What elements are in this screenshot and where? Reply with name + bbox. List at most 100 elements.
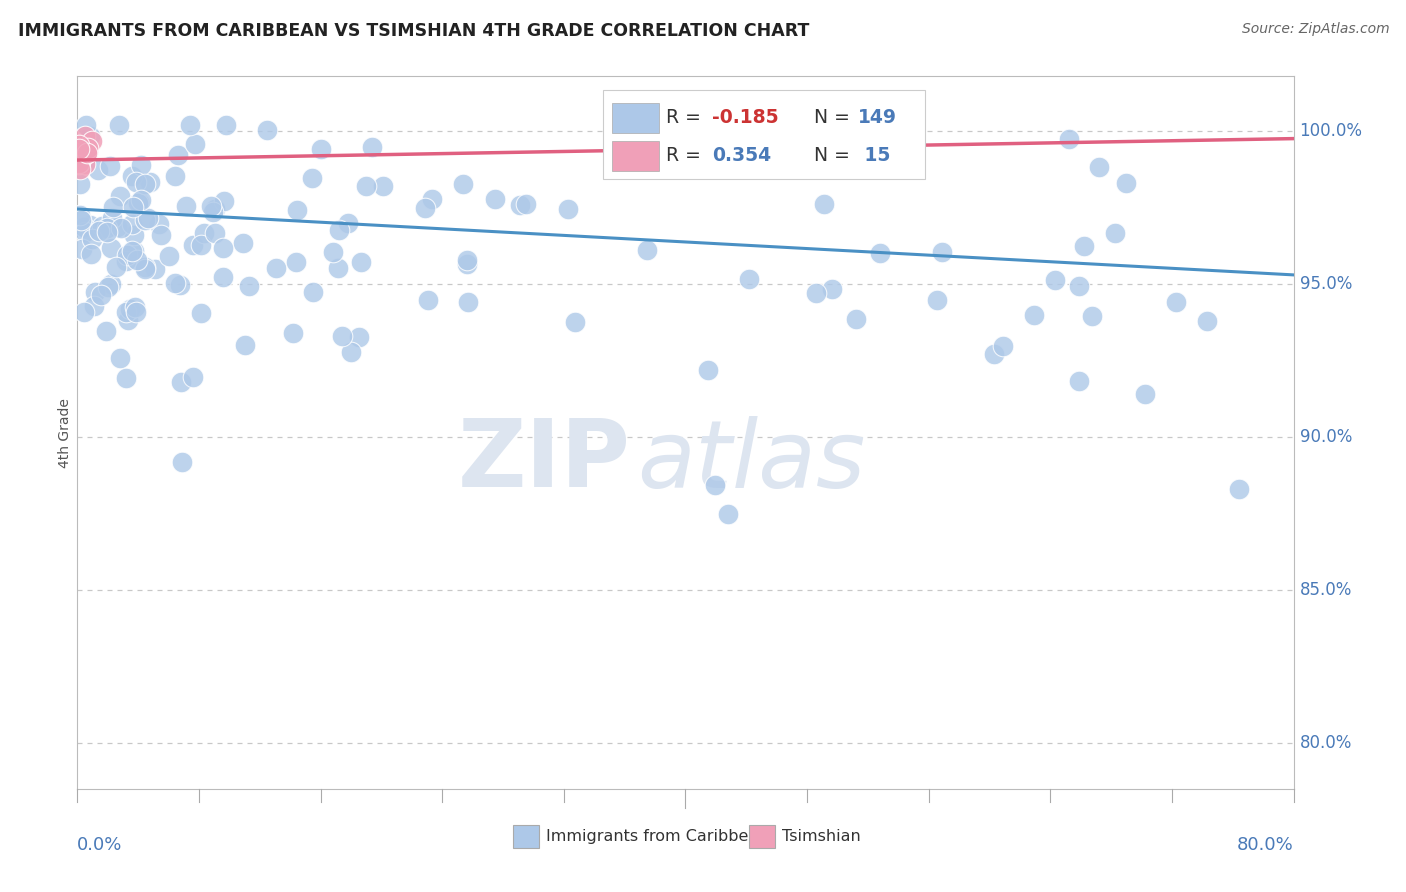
Point (69, 177, 91, 191)
Y-axis label: 4th Grade: 4th Grade (58, 398, 72, 467)
Point (636, 243, 658, 257)
Point (124, 305, 146, 319)
Point (876, 120, 898, 135)
Point (129, 158, 152, 172)
Point (75, 156, 97, 170)
Point (94, 324, 117, 338)
Point (869, 245, 891, 260)
Point (283, 326, 305, 340)
Point (115, 371, 138, 385)
Point (804, 285, 827, 300)
Point (70, 145, 93, 159)
Point (67, 138, 90, 153)
FancyBboxPatch shape (613, 103, 658, 133)
Point (90, 288, 112, 302)
Point (1067, 278, 1090, 293)
Text: 80.0%: 80.0% (1237, 836, 1294, 854)
Point (124, 300, 146, 314)
Point (515, 197, 537, 211)
Point (70, 147, 93, 161)
Point (122, 228, 145, 243)
Point (738, 272, 761, 286)
Point (121, 244, 143, 259)
Point (931, 244, 953, 259)
Point (1067, 374, 1090, 388)
Point (704, 478, 727, 492)
Point (125, 252, 148, 267)
Point (67, 156, 90, 170)
Point (301, 171, 323, 186)
Point (416, 293, 439, 308)
FancyBboxPatch shape (613, 141, 658, 170)
Point (122, 200, 145, 214)
Point (90, 219, 112, 234)
Point (1022, 308, 1045, 322)
Point (121, 169, 143, 184)
Point (148, 218, 170, 232)
Point (484, 192, 506, 206)
Text: R =: R = (666, 146, 707, 165)
Point (121, 217, 143, 231)
Point (340, 344, 363, 359)
Point (69, 155, 91, 169)
Text: R =: R = (666, 108, 707, 127)
Point (204, 227, 226, 241)
Point (67, 157, 90, 171)
Point (1115, 177, 1137, 191)
Point (371, 178, 394, 193)
Point (72, 242, 94, 256)
Text: Immigrants from Caribbean: Immigrants from Caribbean (546, 829, 768, 844)
Point (256, 123, 278, 137)
Point (214, 194, 236, 208)
Point (211, 269, 233, 284)
Point (564, 315, 586, 329)
Point (134, 212, 156, 227)
Point (115, 305, 138, 319)
Point (360, 139, 382, 153)
FancyBboxPatch shape (603, 90, 925, 179)
Text: 15: 15 (858, 146, 890, 165)
Point (696, 363, 718, 377)
Point (509, 198, 531, 212)
Point (69, 161, 91, 176)
Point (76, 141, 98, 155)
Point (125, 175, 148, 189)
Point (100, 211, 122, 226)
Point (98, 159, 121, 173)
Point (456, 252, 478, 267)
Point (82, 134, 104, 148)
Point (76, 146, 98, 161)
Point (77, 145, 100, 159)
Text: 100.0%: 100.0% (1299, 122, 1362, 140)
Point (347, 330, 370, 344)
Point (845, 312, 868, 326)
FancyBboxPatch shape (513, 825, 540, 848)
Point (134, 262, 156, 277)
Point (266, 261, 288, 276)
Point (96, 225, 118, 239)
Point (73, 128, 96, 143)
Point (193, 226, 215, 240)
Point (181, 237, 204, 252)
Point (100, 241, 122, 255)
Point (172, 455, 194, 469)
Text: Tsimshian: Tsimshian (782, 829, 860, 844)
Point (238, 279, 260, 293)
Point (232, 235, 254, 250)
Point (80, 232, 103, 246)
Point (302, 285, 325, 300)
Point (330, 328, 353, 343)
Point (326, 261, 349, 276)
Point (328, 222, 350, 236)
Point (183, 136, 205, 151)
Point (174, 199, 197, 213)
Point (84, 285, 107, 299)
Point (457, 294, 479, 309)
Point (211, 241, 233, 255)
Point (233, 338, 256, 352)
Text: 95.0%: 95.0% (1299, 275, 1353, 293)
Point (70, 212, 93, 227)
Point (821, 282, 844, 296)
Point (322, 244, 344, 259)
Point (165, 169, 187, 183)
